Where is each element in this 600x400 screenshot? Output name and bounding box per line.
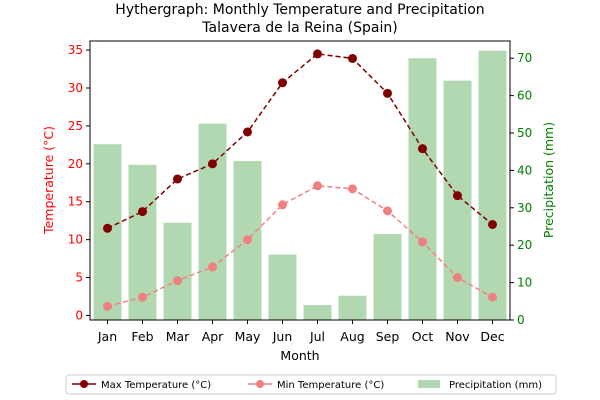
max-temp-point-sep [383,88,392,98]
precip-bar-sep [373,233,402,320]
right-tick-label: 60 [517,89,532,103]
left-tick-label: 30 [68,81,83,95]
x-tick-label: Sep [376,329,400,344]
min-temp-point-mar [173,276,182,286]
precip-bar-dec [478,50,507,320]
right-tick-label: 70 [517,51,532,65]
right-axis-label: Precipitation (mm) [541,122,556,238]
left-axis: 0 5 10 15 20 25 30 35 [68,43,90,322]
legend-min-marker [256,380,264,388]
precip-bar-apr [198,123,227,320]
plot-frame [89,40,511,321]
precip-bar-jul [303,305,332,320]
min-temp-point-oct [418,237,427,247]
left-tick-label: 15 [68,195,83,209]
x-tick-label: Dec [480,329,504,344]
x-axis: Jan Feb Mar Apr May Jun Jul Aug Sep Oct Nov Dec [97,320,505,344]
x-tick-label: Jul [309,329,325,344]
x-tick-label: Aug [340,329,364,344]
x-tick-label: May [235,329,261,344]
legend-min-label: Min Temperature (°C) [277,380,384,391]
left-tick-label: 10 [68,233,83,247]
max-temp-point-dec [488,219,497,229]
max-temp-point-aug [348,53,357,63]
max-temp-point-oct [418,144,427,154]
precip-bar-nov [443,80,472,320]
min-temp-point-aug [348,184,357,194]
legend-precip-swatch [418,380,440,388]
max-temp-point-feb [138,207,147,217]
left-axis-label: Temperature (°C) [41,126,56,235]
precip-bar-aug [338,295,367,320]
x-tick-label: Feb [131,329,153,344]
max-temp-point-mar [173,174,182,184]
legend-precip-label: Precipitation (mm) [449,380,542,391]
min-temp-point-may [243,235,252,245]
chart-subtitle: Talavera de la Reina (Spain) [201,20,397,36]
left-tick-label: 0 [75,308,83,322]
min-temp-point-sep [383,206,392,216]
x-tick-label: Apr [202,329,224,344]
max-temp-point-jul [313,49,322,59]
precipitation-bars [93,50,507,320]
left-tick-label: 25 [68,119,83,133]
legend-box [65,374,557,395]
legend-max-label: Max Temperature (°C) [101,380,211,391]
min-temp-point-nov [453,273,462,283]
x-tick-label: Jan [97,329,117,344]
right-tick-label: 0 [517,313,525,327]
x-tick-label: Mar [166,329,190,344]
right-tick-label: 30 [517,201,532,215]
x-tick-label: Oct [412,329,434,344]
right-axis: 0 10 20 30 40 50 60 70 [510,51,532,327]
x-tick-label: Nov [445,329,470,344]
min-temp-point-dec [488,292,497,302]
left-tick-label: 20 [68,157,83,171]
min-temp-point-jun [278,200,287,210]
right-tick-label: 10 [517,276,532,290]
left-tick-label: 5 [75,271,83,285]
chart-title: Hythergraph: Monthly Temperature and Pre… [115,2,484,18]
right-tick-label: 20 [517,238,532,252]
left-tick-label: 35 [68,43,83,57]
right-tick-label: 50 [517,126,532,140]
precip-bar-mar [163,222,192,320]
max-temp-point-jan [103,223,112,233]
x-axis-label: Month [280,348,319,363]
legend-max-marker [80,380,88,388]
max-temp-point-nov [453,191,462,201]
max-temp-point-may [243,127,252,137]
min-temp-point-feb [138,292,147,302]
min-temp-point-jan [103,301,112,311]
legend: Max Temperature (°C) Min Temperature (°C… [65,374,557,395]
min-temp-point-apr [208,262,217,272]
x-tick-label: Jun [272,329,293,344]
right-tick-label: 40 [517,163,532,177]
temperature-lines [103,49,497,311]
min-temp-point-jul [313,181,322,191]
max-temp-point-jun [278,78,287,88]
precip-bar-jun [268,254,297,320]
min-temp-line [107,185,493,308]
precip-bar-oct [408,58,437,320]
max-temp-point-apr [208,159,217,169]
